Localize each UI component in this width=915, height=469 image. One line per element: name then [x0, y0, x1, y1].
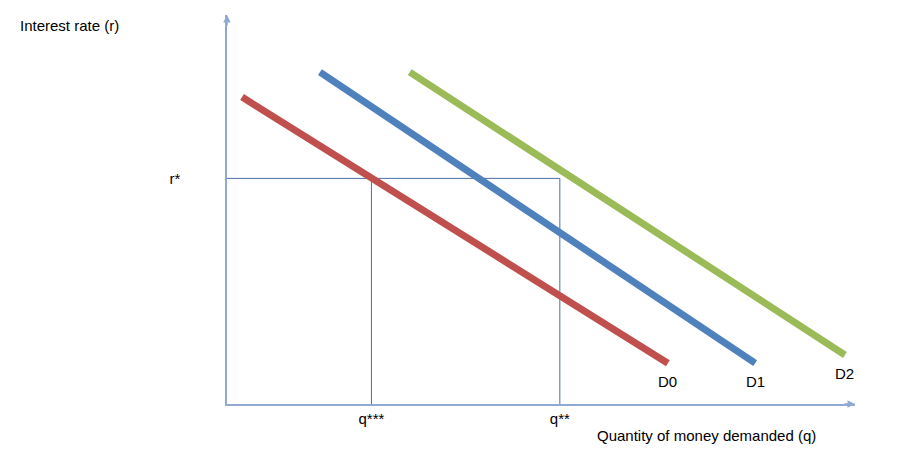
- svg-text:Quantity of money demanded (q): Quantity of money demanded (q): [597, 427, 816, 444]
- svg-text:D1: D1: [746, 373, 765, 390]
- svg-text:Interest rate (r): Interest rate (r): [20, 17, 119, 34]
- svg-text:D0: D0: [658, 373, 677, 390]
- svg-text:q***: q***: [359, 410, 385, 427]
- svg-text:q**: q**: [550, 410, 570, 427]
- svg-text:r*: r*: [169, 170, 180, 187]
- svg-text:D2: D2: [835, 365, 854, 382]
